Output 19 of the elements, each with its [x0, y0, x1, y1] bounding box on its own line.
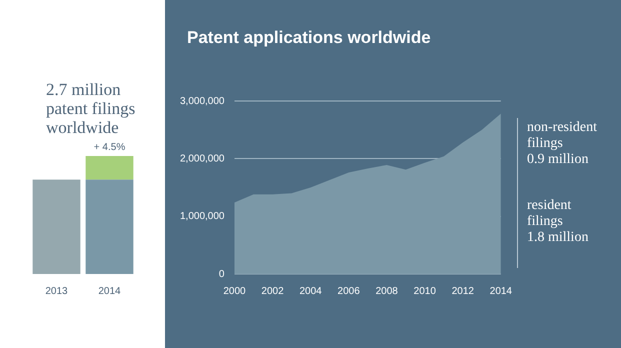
chart-title: 2.7 million patent filings worldwide [46, 80, 136, 137]
x-tick-label: 2004 [299, 286, 322, 297]
x-tick-label: 2008 [376, 286, 398, 297]
x-tick-label: 2012 [452, 286, 474, 297]
x-tick-label: 2010 [414, 286, 436, 297]
x-tick-label: 2014 [98, 286, 122, 297]
x-tick-label: 2013 [45, 286, 68, 297]
y-tick-label: 2,000,000 [180, 153, 225, 164]
y-tick-label: 1,000,000 [180, 211, 225, 222]
text: resident filings 1.8 million [527, 198, 590, 246]
x-tick-label: 2006 [338, 286, 360, 297]
x-tick-label: 2000 [223, 286, 246, 297]
y-tick-label: 0 [218, 268, 225, 280]
chart-title: Patent applications worldwide [187, 28, 431, 48]
annotation: + 4.5% [94, 142, 126, 153]
x-tick-label: 2014 [490, 286, 512, 297]
y-tick-label: 3,000,000 [180, 96, 225, 107]
x-tick-label: 2002 [261, 286, 284, 297]
text: non-resident filings 0.9 million [527, 120, 598, 168]
